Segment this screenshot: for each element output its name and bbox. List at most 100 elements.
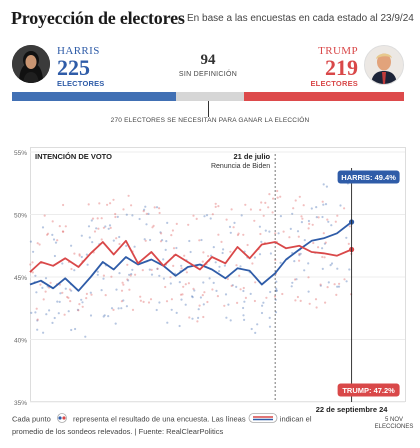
poll-dot — [224, 293, 228, 296]
poll-dot — [268, 325, 272, 328]
poll-dot — [120, 300, 123, 303]
poll-dot — [107, 227, 110, 230]
poll-dot — [166, 321, 169, 324]
poll-dot — [84, 335, 87, 338]
poll-dot — [271, 211, 274, 214]
poll-dot — [125, 213, 128, 216]
page-title: Proyección de electores — [11, 8, 185, 28]
poll-dots — [29, 172, 353, 338]
poll-dot — [97, 227, 100, 230]
poll-dot — [307, 219, 310, 223]
poll-dot — [315, 206, 318, 209]
poll-dot-legend-icon — [53, 413, 71, 426]
poll-dot — [70, 244, 73, 247]
poll-dot — [44, 290, 47, 293]
poll-dot — [128, 288, 131, 291]
poll-dot — [67, 310, 70, 313]
poll-dot — [343, 207, 346, 210]
poll-dot — [42, 331, 45, 334]
poll-dot — [198, 304, 201, 307]
poll-dot — [170, 308, 173, 311]
harris-name: HARRIS — [57, 45, 100, 57]
poll-dot — [239, 265, 242, 268]
poll-dot — [259, 232, 262, 236]
poll-dot — [70, 328, 73, 332]
poll-dot — [235, 264, 238, 267]
poll-dot — [122, 299, 125, 302]
undecided-electors-bar — [176, 92, 244, 101]
poll-dot — [184, 283, 187, 286]
poll-dot — [326, 286, 329, 289]
poll-dot — [200, 238, 203, 242]
poll-dot — [227, 303, 230, 306]
poll-dot — [95, 227, 98, 230]
poll-dot — [291, 281, 294, 284]
poll-dot — [73, 269, 76, 272]
poll-dot — [125, 244, 128, 247]
poll-dot — [80, 298, 83, 301]
poll-dot — [178, 324, 181, 328]
poll-dot — [43, 214, 46, 217]
poll-dot — [118, 242, 121, 246]
poll-dot — [36, 242, 39, 245]
poll-dot — [53, 254, 57, 258]
poll-dot — [56, 239, 59, 242]
poll-dot — [38, 243, 41, 246]
poll-dot — [143, 238, 146, 241]
poll-dot — [206, 300, 209, 304]
poll-dot — [89, 291, 92, 294]
poll-dot — [152, 224, 155, 227]
poll-dot — [321, 247, 324, 250]
poll-dot — [36, 328, 39, 331]
poll-dot — [226, 277, 229, 281]
poll-dot — [243, 318, 246, 321]
poll-dot — [114, 212, 117, 216]
poll-dot — [275, 289, 278, 292]
poll-dot — [172, 264, 175, 267]
poll-dot — [230, 284, 233, 287]
poll-dot — [290, 285, 293, 288]
poll-dot — [91, 217, 95, 220]
poll-dot — [63, 313, 66, 316]
poll-dot — [222, 248, 225, 251]
poll-dot — [67, 296, 70, 299]
poll-dot — [49, 281, 52, 284]
poll-dot — [134, 273, 137, 276]
poll-dot — [315, 306, 318, 309]
poll-dot — [294, 299, 297, 302]
poll-dot — [41, 226, 45, 229]
poll-dot — [36, 319, 39, 322]
poll-dot — [324, 241, 327, 244]
poll-dot — [138, 217, 141, 221]
poll-dot — [118, 235, 121, 239]
poll-dot — [100, 217, 103, 220]
y-tick-label: 55% — [14, 150, 27, 157]
poll-dot — [203, 215, 206, 218]
poll-dot — [61, 262, 64, 265]
poll-dot — [239, 288, 242, 291]
poll-dot — [57, 312, 60, 315]
poll-dot — [303, 239, 306, 242]
annotation-date: 21 de julio — [233, 152, 270, 161]
trump-electors-label: ELECTORES — [310, 79, 358, 88]
poll-dot — [253, 256, 256, 259]
poll-dot — [126, 263, 129, 266]
poll-dot — [145, 223, 148, 226]
poll-dot — [205, 214, 209, 217]
poll-dot — [170, 234, 173, 237]
poll-dot — [253, 299, 256, 303]
page-subtitle: En base a las encuestas en cada estado a… — [187, 13, 414, 24]
poll-dot — [93, 230, 97, 233]
poll-dot — [334, 220, 337, 223]
poll-dot — [74, 327, 77, 331]
poll-dot — [307, 227, 310, 230]
poll-dot — [256, 323, 259, 326]
poll-dot — [209, 217, 212, 220]
poll-dot — [229, 250, 232, 253]
poll-dot — [122, 283, 125, 286]
poll-dot — [345, 280, 348, 283]
poll-dot — [187, 223, 190, 226]
poll-dot — [327, 220, 330, 223]
poll-dot — [188, 316, 191, 319]
poll-dot — [54, 241, 58, 244]
